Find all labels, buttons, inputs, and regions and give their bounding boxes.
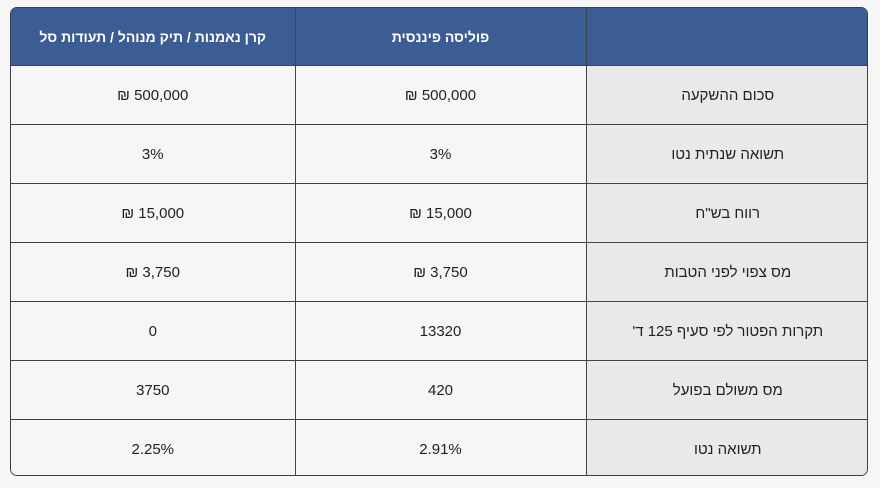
header-policy-column: פוליסה פיננסית: [294, 8, 587, 66]
table-row: תקרות הפטור לפי סעיף 125 ד' 13320 0: [11, 301, 867, 361]
row-label: מס משולם בפועל: [585, 360, 867, 420]
row-label: תקרות הפטור לפי סעיף 125 ד': [585, 301, 867, 361]
header-fund-column: קרן נאמנות / תיק מנוהל / תעודות סל: [11, 8, 296, 66]
row-label: תשואה נטו: [585, 419, 867, 475]
table-row: תשואה נטו 2.91% 2.25%: [11, 419, 867, 475]
header-label-column: [585, 8, 867, 66]
row-label: רווח בש"ח: [585, 183, 867, 243]
table-row: סכום ההשקעה 500,000 ₪ 500,000 ₪: [11, 65, 867, 125]
policy-value: 2.91%: [294, 419, 587, 475]
row-label: סכום ההשקעה: [585, 65, 867, 125]
table-row: מס צפוי לפני הטבות 3,750 ₪ 3,750 ₪: [11, 242, 867, 302]
comparison-table-frame: פוליסה פיננסית קרן נאמנות / תיק מנוהל / …: [10, 7, 868, 476]
comparison-table: פוליסה פיננסית קרן נאמנות / תיק מנוהל / …: [11, 8, 867, 475]
fund-value: 15,000 ₪: [11, 183, 296, 243]
row-label: תשואה שנתית נטו: [585, 124, 867, 184]
fund-value: 3,750 ₪: [11, 242, 296, 302]
fund-value: 0: [11, 301, 296, 361]
table-row: רווח בש"ח 15,000 ₪ 15,000 ₪: [11, 183, 867, 243]
policy-value: 420: [294, 360, 587, 420]
row-label: מס צפוי לפני הטבות: [585, 242, 867, 302]
policy-value: 13320: [294, 301, 587, 361]
fund-value: 3750: [11, 360, 296, 420]
table-row: תשואה שנתית נטו 3% 3%: [11, 124, 867, 184]
table-row: מס משולם בפועל 420 3750: [11, 360, 867, 420]
fund-value: 3%: [11, 124, 296, 184]
policy-value: 500,000 ₪: [294, 65, 587, 125]
fund-value: 500,000 ₪: [11, 65, 296, 125]
policy-value: 3,750 ₪: [294, 242, 587, 302]
policy-value: 3%: [294, 124, 587, 184]
fund-value: 2.25%: [11, 419, 296, 475]
header-row: פוליסה פיננסית קרן נאמנות / תיק מנוהל / …: [11, 8, 867, 66]
policy-value: 15,000 ₪: [294, 183, 587, 243]
